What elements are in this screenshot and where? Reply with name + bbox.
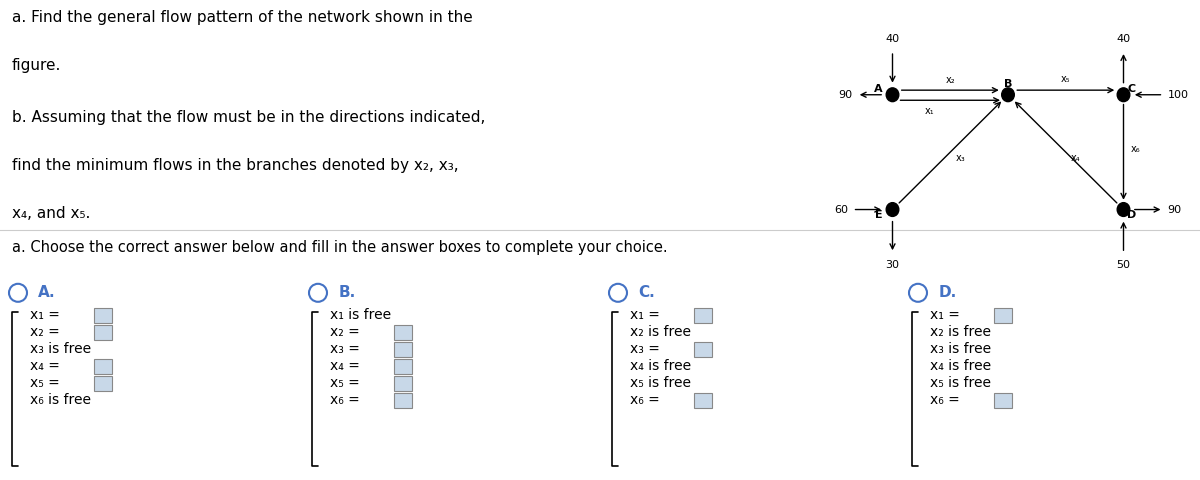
Circle shape: [886, 203, 899, 216]
FancyBboxPatch shape: [94, 324, 112, 339]
Text: x₃ is free: x₃ is free: [30, 342, 91, 356]
Text: figure.: figure.: [12, 58, 61, 72]
FancyBboxPatch shape: [694, 308, 712, 323]
Text: x₆ =: x₆ =: [630, 393, 660, 407]
Text: B: B: [1004, 79, 1012, 89]
FancyBboxPatch shape: [94, 375, 112, 391]
FancyBboxPatch shape: [394, 359, 412, 373]
Text: b. Assuming that the flow must be in the directions indicated,: b. Assuming that the flow must be in the…: [12, 110, 485, 125]
Text: x₅ is free: x₅ is free: [630, 376, 691, 390]
Text: x₄ =: x₄ =: [330, 359, 360, 373]
FancyBboxPatch shape: [994, 308, 1012, 323]
Text: x₅ =: x₅ =: [330, 376, 360, 390]
Text: C.: C.: [638, 285, 655, 300]
Circle shape: [886, 88, 899, 102]
Text: x₆: x₆: [1130, 144, 1140, 154]
Text: 40: 40: [886, 34, 900, 44]
Text: 40: 40: [1116, 34, 1130, 44]
Text: x₅ =: x₅ =: [30, 376, 60, 390]
Text: x₃ is free: x₃ is free: [930, 342, 991, 356]
FancyBboxPatch shape: [394, 341, 412, 357]
FancyBboxPatch shape: [394, 393, 412, 408]
Text: x₄: x₄: [1072, 153, 1081, 163]
Text: x₄ is free: x₄ is free: [930, 359, 991, 373]
Text: 90: 90: [1168, 204, 1182, 215]
Text: x₁ is free: x₁ is free: [330, 308, 391, 322]
Text: a. Choose the correct answer below and fill in the answer boxes to complete your: a. Choose the correct answer below and f…: [12, 240, 667, 255]
Circle shape: [1002, 88, 1014, 102]
Text: x₄ =: x₄ =: [30, 359, 60, 373]
FancyBboxPatch shape: [694, 393, 712, 408]
Text: x₂: x₂: [946, 75, 955, 85]
Text: x₅ is free: x₅ is free: [930, 376, 991, 390]
Text: 60: 60: [834, 204, 848, 215]
Text: A.: A.: [38, 285, 56, 300]
FancyBboxPatch shape: [394, 375, 412, 391]
Text: a. Find the general flow pattern of the network shown in the: a. Find the general flow pattern of the …: [12, 10, 473, 24]
Text: x₂ is free: x₂ is free: [630, 325, 691, 339]
FancyBboxPatch shape: [394, 324, 412, 339]
Text: x₄, and x₅.: x₄, and x₅.: [12, 206, 90, 221]
Text: A: A: [874, 84, 882, 94]
Text: x₆ =: x₆ =: [930, 393, 960, 407]
Text: D: D: [1127, 210, 1136, 220]
Text: x₃: x₃: [955, 153, 965, 163]
Text: 30: 30: [886, 260, 900, 270]
Text: x₃ =: x₃ =: [630, 342, 660, 356]
Text: x₂ =: x₂ =: [330, 325, 360, 339]
Circle shape: [1117, 88, 1130, 102]
Text: find the minimum flows in the branches denoted by x₂, x₃,: find the minimum flows in the branches d…: [12, 158, 458, 173]
Text: D.: D.: [938, 285, 956, 300]
Text: x₆ is free: x₆ is free: [30, 393, 91, 407]
Text: x₁: x₁: [924, 106, 934, 116]
Text: B.: B.: [338, 285, 355, 300]
FancyBboxPatch shape: [994, 393, 1012, 408]
Circle shape: [1117, 203, 1130, 216]
Text: 100: 100: [1168, 90, 1188, 100]
Text: x₂ is free: x₂ is free: [930, 325, 991, 339]
Text: x₄ is free: x₄ is free: [630, 359, 691, 373]
FancyBboxPatch shape: [694, 341, 712, 357]
FancyBboxPatch shape: [94, 359, 112, 373]
Text: 50: 50: [1116, 260, 1130, 270]
Text: C: C: [1128, 84, 1136, 94]
Text: x₃ =: x₃ =: [330, 342, 360, 356]
Text: E: E: [875, 210, 883, 220]
Text: 90: 90: [839, 90, 852, 100]
FancyBboxPatch shape: [94, 308, 112, 323]
Text: x₁ =: x₁ =: [930, 308, 960, 322]
Text: x₅: x₅: [1061, 74, 1070, 84]
Text: x₁ =: x₁ =: [30, 308, 60, 322]
Text: x₆ =: x₆ =: [330, 393, 360, 407]
Text: x₂ =: x₂ =: [30, 325, 60, 339]
Text: x₁ =: x₁ =: [630, 308, 660, 322]
